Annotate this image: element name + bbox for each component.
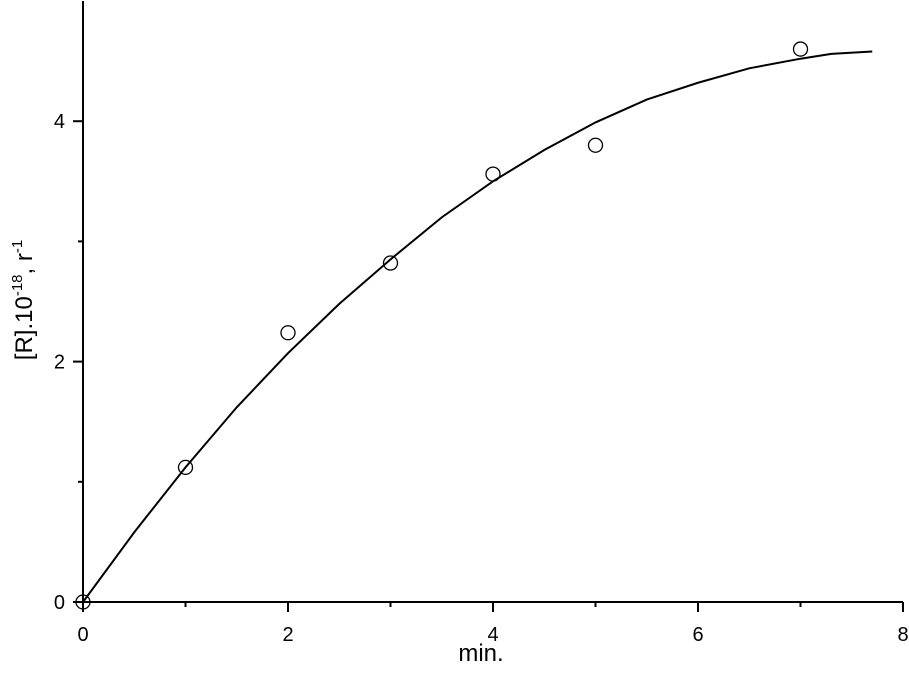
y-tick-label: 0 — [54, 592, 65, 614]
x-tick-label: 2 — [282, 624, 293, 646]
data-point — [587, 137, 604, 153]
y-label-sup: -18 — [9, 274, 26, 296]
y-label-sup: -1 — [9, 240, 26, 253]
data-point — [792, 41, 809, 57]
x-tick-label: 8 — [897, 624, 908, 646]
y-tick-label: 2 — [54, 352, 65, 374]
x-tick-label: 6 — [692, 624, 703, 646]
y-tick-label: 4 — [54, 111, 65, 133]
data-point — [280, 325, 296, 341]
data-point — [75, 594, 91, 610]
data-point — [485, 166, 501, 182]
x-tick-label: 0 — [77, 624, 88, 646]
x-tick-label: 4 — [487, 624, 498, 646]
y-label-part: , r — [11, 253, 38, 274]
x-axis-label: min. — [458, 640, 503, 667]
fit-line — [82, 50, 873, 603]
data-point — [382, 255, 399, 271]
data-point — [177, 459, 194, 476]
y-label-part: [R].10 — [11, 296, 38, 360]
y-axis-label: [R].10-18, r-1 — [9, 240, 38, 360]
